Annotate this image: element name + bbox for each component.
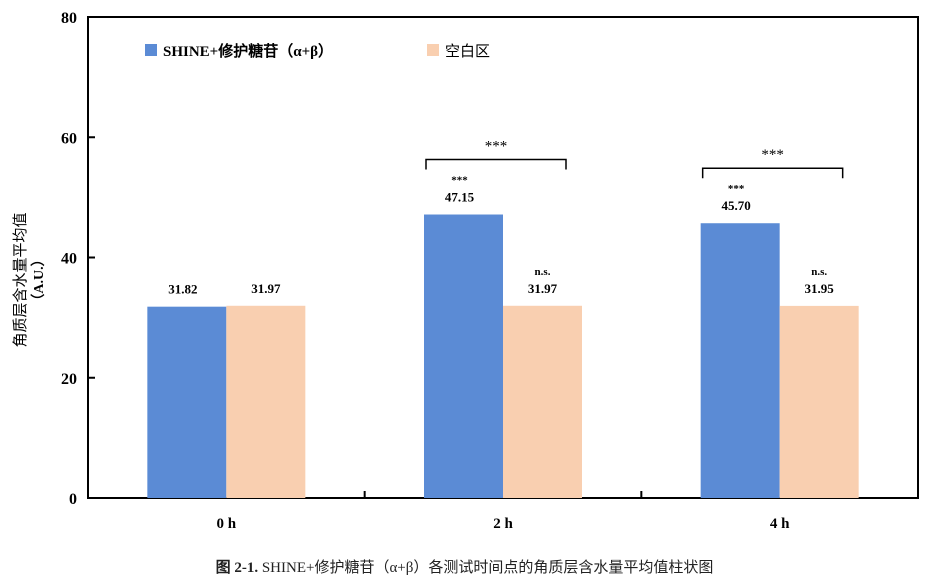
significance-markers: *** ***: [425, 139, 844, 179]
legend-swatch-series1: [145, 44, 157, 56]
significance-label: ***: [728, 183, 745, 195]
x-tick-label: 2 h: [493, 516, 513, 532]
bar: [779, 305, 859, 498]
data-label: 31.95: [805, 281, 835, 296]
data-label: 31.97: [528, 281, 558, 296]
bar: [424, 214, 503, 498]
x-tick-label: 0 h: [217, 516, 237, 532]
legend: SHINE+修护糖苷（α+β） 空白区: [145, 42, 490, 60]
y-tick-label: 0: [69, 491, 77, 508]
legend-label-series2: 空白区: [445, 43, 490, 60]
y-axis-label: 角质层含水量平均值 （A.U.）: [12, 212, 47, 347]
y-axis-label-line1: 角质层含水量平均值: [12, 212, 29, 347]
y-axis: 0 20 40 60 80: [61, 10, 95, 508]
bar: [226, 305, 306, 498]
caption-text: SHINE+修护糖苷（α+β）各测试时间点的角质层含水量平均值柱状图: [258, 560, 714, 576]
data-label: 31.97: [251, 281, 281, 296]
legend-swatch-series2: [427, 44, 439, 56]
x-axis: 0 h 2 h 4 h: [217, 491, 790, 532]
x-tick-label: 4 h: [770, 516, 790, 532]
significance-label: ***: [451, 175, 468, 187]
significance-label: n.s.: [811, 266, 827, 278]
figure-caption: 图 2-1. SHINE+修护糖苷（α+β）各测试时间点的角质层含水量平均值柱状…: [0, 556, 929, 577]
bars: [147, 214, 859, 498]
bar: [147, 306, 227, 498]
data-label: 45.70: [722, 198, 751, 213]
significance-bracket-label: ***: [485, 139, 508, 155]
y-axis-label-line2: （A.U.）: [31, 252, 47, 307]
bar: [700, 223, 780, 498]
significance-bracket: [425, 158, 567, 170]
significance-label: n.s.: [535, 266, 551, 278]
y-tick-label: 20: [61, 371, 77, 388]
y-tick-label: 80: [61, 10, 77, 27]
y-tick-label: 40: [61, 251, 77, 268]
significance-bracket-label: ***: [761, 147, 784, 163]
caption-prefix: 图 2-1.: [215, 560, 259, 576]
data-labels: 31.82 31.97 *** 47.15 n.s. 31.97 *** 45.70 n.s. 3…: [168, 175, 834, 297]
y-tick-label: 60: [61, 130, 77, 147]
data-label: 31.82: [168, 282, 197, 297]
bar-chart: 0 20 40 60 80 0 h 2 h 4 h 31.82 31.97 *** 47.15 n.…: [61, 10, 919, 532]
bar: [503, 305, 582, 498]
data-label: 47.15: [445, 190, 475, 205]
significance-bracket: [701, 167, 844, 179]
legend-label-series1: SHINE+修护糖苷（α+β）: [163, 42, 333, 60]
